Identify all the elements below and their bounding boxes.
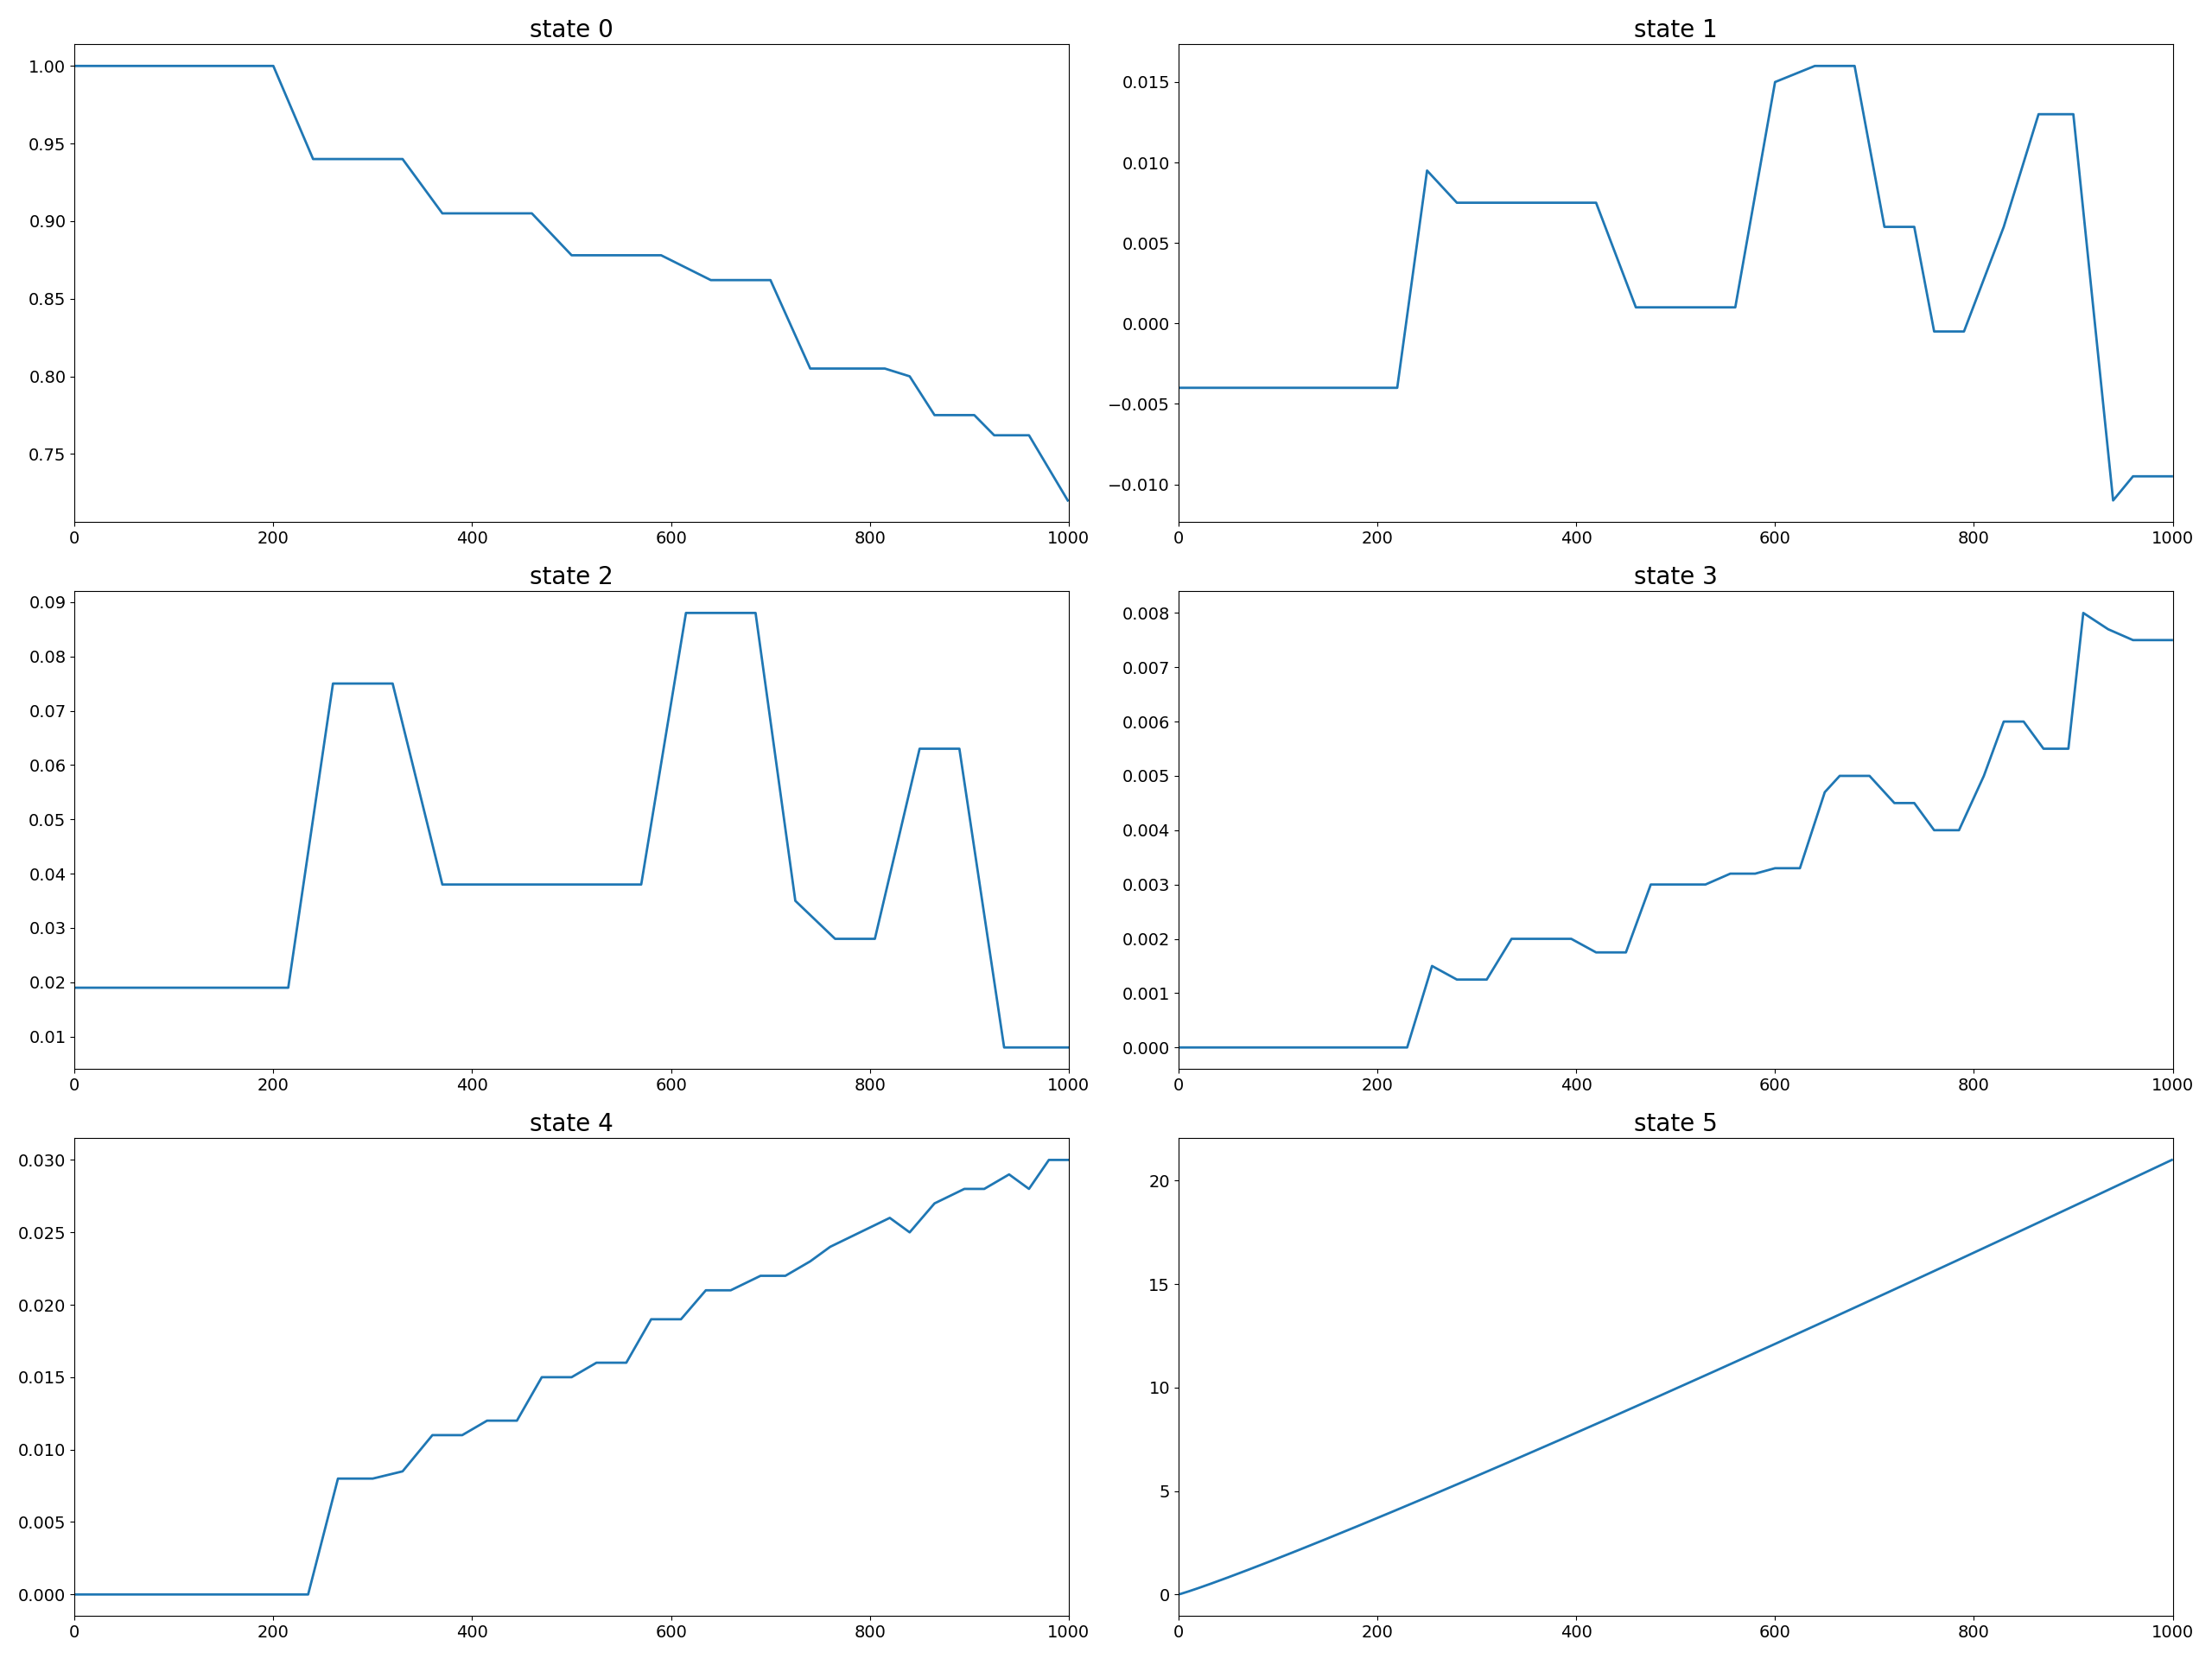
Title: state 2: state 2 <box>531 566 613 589</box>
Title: state 0: state 0 <box>529 18 613 41</box>
Title: state 5: state 5 <box>1635 1112 1717 1136</box>
Title: state 4: state 4 <box>531 1112 613 1136</box>
Title: state 1: state 1 <box>1635 18 1717 41</box>
Title: state 3: state 3 <box>1635 566 1717 589</box>
